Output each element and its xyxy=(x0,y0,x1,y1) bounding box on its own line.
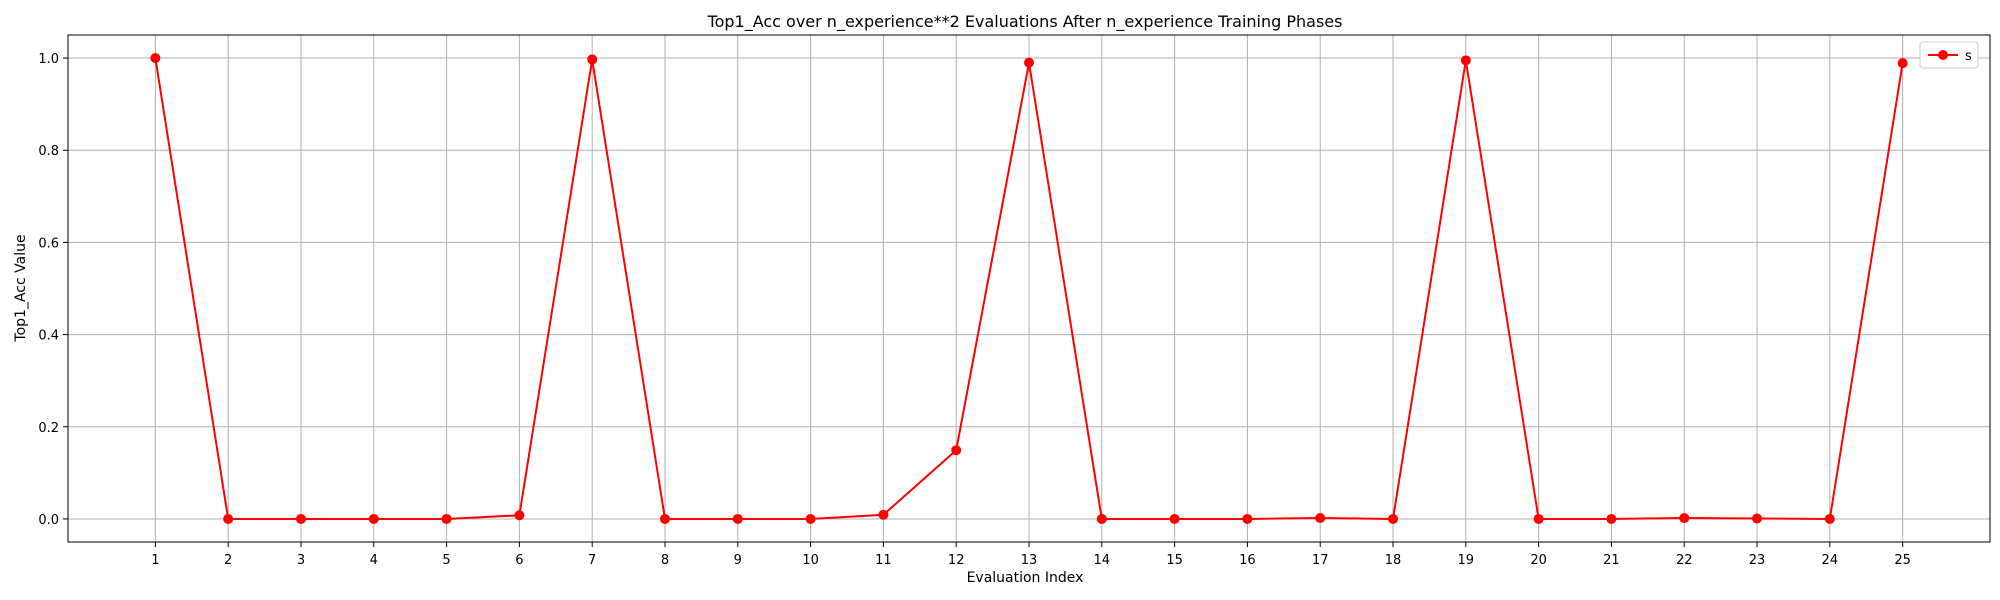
x-tick-label: 11 xyxy=(875,553,892,568)
x-tick-label: 1 xyxy=(151,553,159,568)
y-tick-label: 0.0 xyxy=(38,513,59,528)
x-tick-label: 16 xyxy=(1239,553,1256,568)
grid-lines xyxy=(68,35,1990,542)
y-tick-label: 0.6 xyxy=(38,236,59,251)
y-tick-label: 0.4 xyxy=(38,329,59,344)
x-tick-label: 10 xyxy=(802,553,819,568)
x-tick-label: 15 xyxy=(1166,553,1183,568)
y-tick-label: 1.0 xyxy=(38,52,59,67)
x-tick-label: 3 xyxy=(297,553,305,568)
data-point xyxy=(951,445,962,456)
data-point xyxy=(587,54,598,65)
data-point xyxy=(1606,513,1617,524)
series-group xyxy=(150,53,1908,524)
x-tick-label: 18 xyxy=(1385,553,1402,568)
data-point xyxy=(368,513,379,524)
legend-marker xyxy=(1938,50,1948,60)
x-tick-label: 9 xyxy=(734,553,742,568)
x-tick-label: 14 xyxy=(1094,553,1111,568)
y-tick-label: 0.2 xyxy=(38,421,59,436)
x-tick-label: 2 xyxy=(224,553,232,568)
data-point xyxy=(878,509,889,520)
data-point xyxy=(1242,513,1253,524)
data-point xyxy=(805,513,816,524)
y-axis-label: Top1_Acc Value xyxy=(13,234,29,342)
x-tick-label: 12 xyxy=(948,553,965,568)
x-tick-label: 4 xyxy=(370,553,378,568)
x-axis-label: Evaluation Index xyxy=(967,570,1084,586)
x-tick-label: 21 xyxy=(1603,553,1620,568)
data-point xyxy=(1096,513,1107,524)
data-point xyxy=(1024,57,1034,68)
data-point xyxy=(1679,513,1690,524)
data-point xyxy=(295,513,306,524)
data-point xyxy=(514,510,525,521)
legend: s xyxy=(1919,41,1979,69)
x-tick-label: 19 xyxy=(1458,553,1475,568)
x-tick-label: 6 xyxy=(515,553,523,568)
x-tick-label: 24 xyxy=(1822,553,1839,568)
x-tick-label: 23 xyxy=(1749,553,1766,568)
data-point xyxy=(1752,513,1763,524)
data-point xyxy=(1388,513,1399,524)
y-tick-label: 0.8 xyxy=(38,144,59,159)
data-point xyxy=(223,513,234,524)
data-point xyxy=(1897,58,1908,69)
data-point xyxy=(1533,513,1544,524)
data-point xyxy=(732,513,743,524)
x-tick-label: 25 xyxy=(1894,553,1911,568)
x-tick-label: 5 xyxy=(442,553,450,568)
y-axis-ticks: 0.0 0.2 0.4 0.6 0.8 1.0 xyxy=(38,52,68,528)
data-point xyxy=(150,53,161,64)
data-point xyxy=(1460,55,1471,66)
x-tick-label: 8 xyxy=(661,553,669,568)
chart-title: Top1_Acc over n_experience**2 Evaluation… xyxy=(707,12,1343,32)
legend-label: s xyxy=(1965,49,1972,64)
x-tick-label: 20 xyxy=(1530,553,1547,568)
x-tick-label: 7 xyxy=(588,553,596,568)
data-point xyxy=(441,513,452,524)
data-point xyxy=(659,513,670,524)
data-point xyxy=(1315,513,1326,524)
x-tick-label: 22 xyxy=(1676,553,1693,568)
data-point xyxy=(1169,513,1180,524)
x-tick-label: 13 xyxy=(1021,553,1038,568)
plot-frame xyxy=(67,34,1991,543)
data-point xyxy=(1824,513,1835,524)
x-tick-label: 17 xyxy=(1312,553,1329,568)
x-axis-ticks: 1 2 3 4 5 6 7 8 9 10 11 12 13 14 15 16 17 18 19 20 21 22 23 24 2… xyxy=(151,542,1911,568)
